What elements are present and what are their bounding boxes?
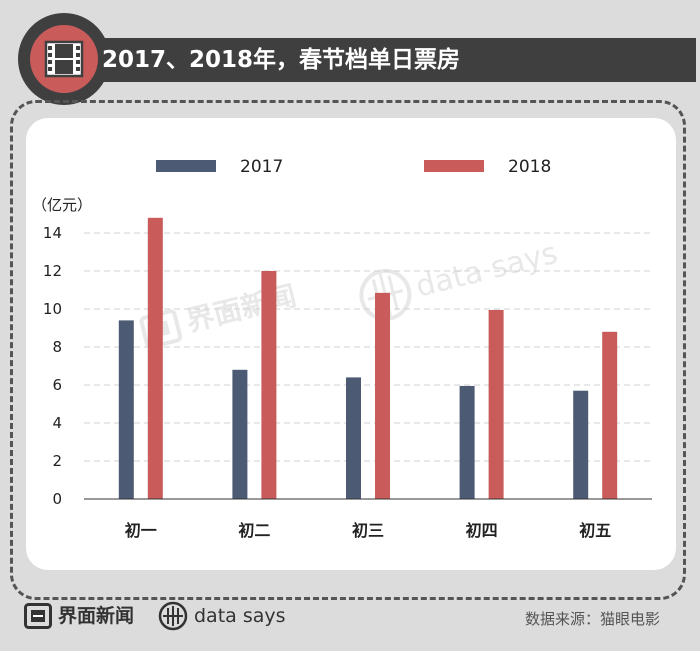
footer-brand-datasays: data says [194, 605, 286, 627]
y-axis: 0 2 4 6 8 10 12 14 [43, 224, 62, 508]
bar-2018 [602, 331, 618, 499]
chart-frame [10, 100, 686, 600]
bars [118, 217, 618, 500]
bar-2017 [118, 320, 134, 499]
x-axis: 初一 初二 初三 初四 初五 [84, 498, 652, 540]
data-source: 数据来源：猫眼电影 [524, 610, 660, 628]
bar-2018 [147, 217, 163, 500]
bar-2017 [573, 390, 589, 499]
bar-2017 [346, 377, 361, 499]
y-tick-label: 6 [52, 376, 62, 394]
bar-2017 [232, 369, 248, 499]
datasays-logo-icon [158, 601, 188, 631]
legend: 2017 2018 [156, 157, 551, 177]
x-tick-label: 初四 [466, 521, 498, 540]
bar-chart: 界面新闻 data says 0 2 4 6 8 10 12 14 初一 初二 初三 初四 初五 20… [32, 157, 652, 540]
watermark-datasays: data says [412, 236, 561, 305]
y-tick-label: 4 [52, 414, 62, 432]
film-icon [44, 40, 84, 78]
y-tick-label: 8 [52, 338, 62, 356]
jiemian-logo-icon [24, 603, 52, 629]
title-bar [36, 38, 696, 82]
x-tick-label: 初三 [352, 521, 384, 540]
y-axis-unit-label: （亿元） [32, 196, 92, 214]
footer-brand-jiemian: 界面新闻 [58, 605, 135, 627]
x-tick-label: 初五 [579, 521, 611, 540]
y-tick-label: 2 [52, 452, 62, 470]
x-tick-label: 初二 [238, 521, 270, 540]
bar-2017 [459, 385, 475, 499]
y-tick-label: 14 [43, 224, 62, 242]
chart-card: 界面新闻 data says 0 2 4 6 8 10 12 14 初一 初二 初三 初四 初五 20… [26, 118, 676, 570]
x-tick-label: 初一 [125, 521, 157, 540]
bar-2018 [261, 271, 277, 499]
page-title: 2017、2018年，春节档单日票房 [102, 47, 461, 73]
bar-2018 [375, 292, 390, 499]
legend-swatch-2018 [424, 160, 484, 172]
gridlines [84, 232, 652, 462]
y-tick-label: 12 [43, 262, 62, 280]
legend-label-2018: 2018 [508, 157, 551, 177]
legend-label-2017: 2017 [240, 157, 283, 177]
bar-2018 [488, 309, 504, 499]
y-tick-label: 10 [43, 300, 62, 318]
legend-swatch-2017 [156, 160, 216, 172]
y-tick-label: 0 [52, 490, 62, 508]
watermark-jiemian: 界面新闻 [183, 279, 300, 338]
